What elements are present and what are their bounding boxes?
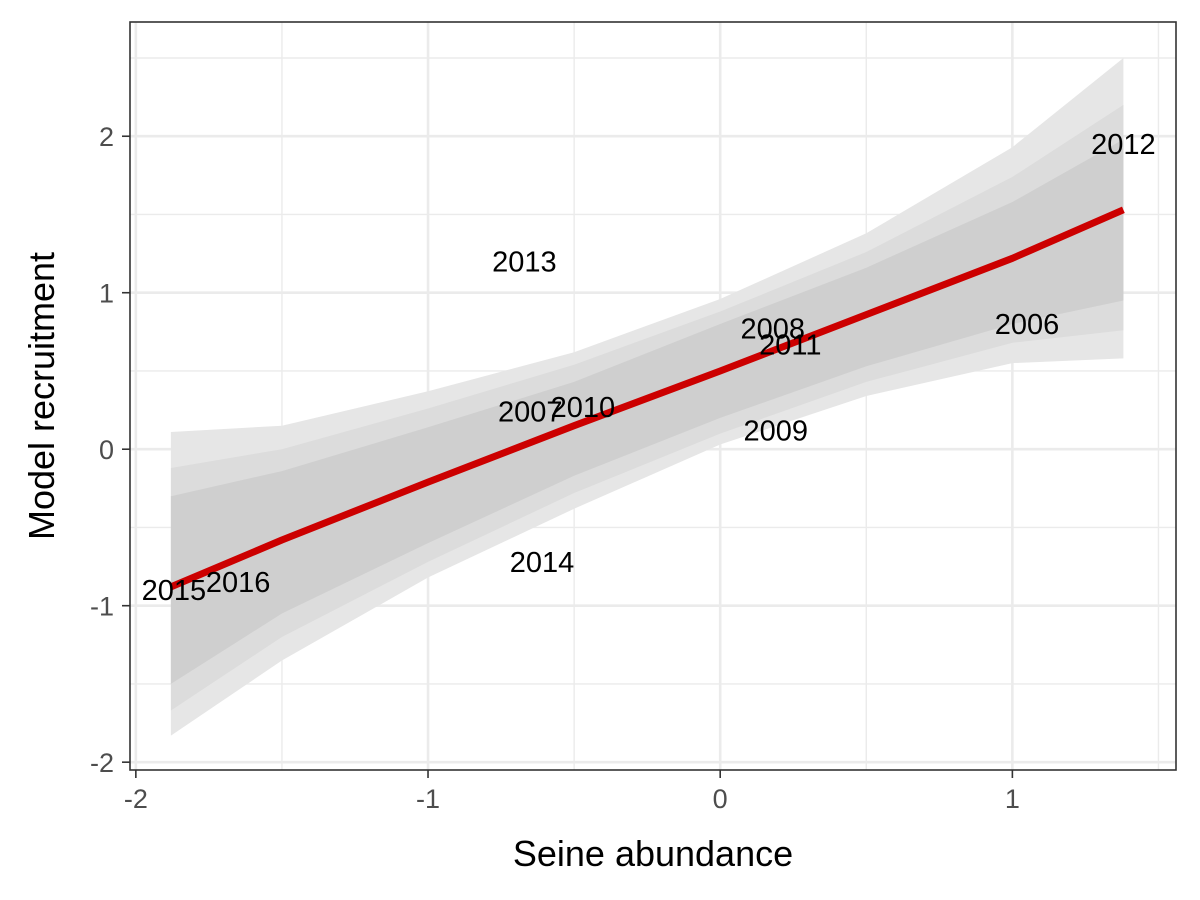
point-label-2013: 2013 bbox=[492, 246, 557, 278]
point-label-2014: 2014 bbox=[510, 547, 575, 579]
point-label-2016: 2016 bbox=[206, 567, 271, 599]
panel-border bbox=[129, 21, 1177, 771]
y-axis-ticks: -2 -1 0 1 2 bbox=[90, 122, 130, 778]
fit-layer bbox=[169, 206, 1125, 591]
x-axis-ticks: -2 -1 0 1 bbox=[124, 770, 1020, 814]
point-labels: 2006 2007 2008 2009 2010 2011 2012 2013 2014 2015… bbox=[142, 129, 1156, 607]
y-tick-label: 0 bbox=[99, 435, 114, 465]
y-tick-label: -2 bbox=[90, 748, 114, 778]
y-tick-label: -1 bbox=[90, 592, 114, 622]
point-label-2008: 2008 bbox=[741, 314, 806, 346]
point-label-2007: 2007 bbox=[498, 397, 563, 429]
y-tick-label: 2 bbox=[99, 122, 114, 152]
point-label-2009: 2009 bbox=[743, 415, 808, 447]
band-inner bbox=[170, 139, 1124, 684]
point-label-2010: 2010 bbox=[551, 392, 616, 424]
x-tick-label: -2 bbox=[124, 784, 148, 814]
x-tick-label: 0 bbox=[713, 784, 728, 814]
x-tick-label: 1 bbox=[1005, 784, 1020, 814]
x-tick-label: -1 bbox=[416, 784, 440, 814]
x-axis-title: Seine abundance bbox=[513, 833, 793, 874]
point-label-2015: 2015 bbox=[142, 575, 207, 607]
fit-line bbox=[169, 206, 1125, 591]
point-label-2011: 2011 bbox=[759, 329, 821, 361]
point-label-2012: 2012 bbox=[1091, 129, 1156, 161]
y-axis-title: Model recruitment bbox=[21, 252, 62, 540]
point-label-2006: 2006 bbox=[995, 309, 1060, 341]
y-tick-label: 1 bbox=[99, 279, 114, 309]
